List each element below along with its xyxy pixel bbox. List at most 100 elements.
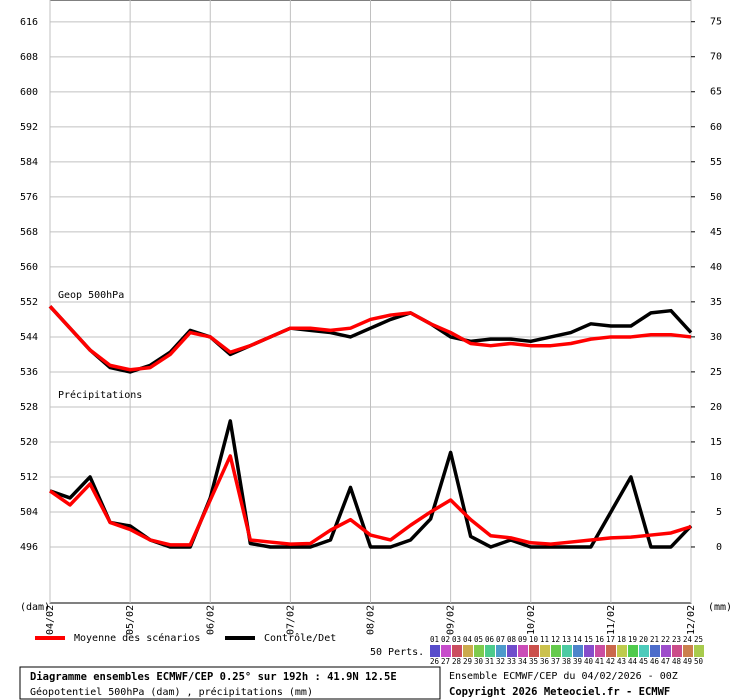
perturbation-label: 49 bbox=[683, 657, 692, 666]
perturbation-label: 23 bbox=[672, 635, 681, 644]
y2-tick-label: 25 bbox=[710, 367, 722, 378]
perturbations-label: 50 Perts. bbox=[370, 647, 424, 658]
run-label: Ensemble ECMWF/CEP du 04/02/2026 - 00Z bbox=[449, 671, 678, 682]
perturbation-label: 10 bbox=[529, 635, 539, 644]
y2-tick-label: 40 bbox=[710, 262, 722, 273]
perturbation-label: 46 bbox=[650, 657, 660, 666]
perturbation-label: 43 bbox=[617, 657, 626, 666]
y-tick-label: 592 bbox=[20, 122, 38, 133]
perturbation-label: 16 bbox=[595, 635, 605, 644]
perturbation-label: 40 bbox=[584, 657, 594, 666]
perturbation-label: 44 bbox=[628, 657, 638, 666]
y-tick-label: 616 bbox=[20, 17, 38, 28]
perturbation-label: 15 bbox=[584, 635, 593, 644]
title-box bbox=[19, 666, 441, 700]
perturbation-swatch bbox=[628, 645, 638, 657]
x-tick-label: 10/02 bbox=[526, 605, 537, 635]
y2-tick-label: 0 bbox=[716, 542, 722, 553]
perturbation-swatch bbox=[529, 645, 539, 657]
perturbation-swatch bbox=[694, 645, 704, 657]
perturbation-label: 05 bbox=[474, 635, 483, 644]
perturbation-label: 36 bbox=[540, 657, 550, 666]
x-tick-label: 04/02 bbox=[45, 605, 56, 635]
y-axis-label: (dam) bbox=[20, 602, 50, 613]
perturbation-label: 03 bbox=[452, 635, 461, 644]
x-tick-label: 07/02 bbox=[285, 605, 296, 635]
perturbation-label: 11 bbox=[540, 635, 549, 644]
y2-tick-label: 10 bbox=[710, 472, 722, 483]
perturbation-label: 04 bbox=[463, 635, 473, 644]
perturbation-label: 29 bbox=[463, 657, 472, 666]
perturbation-swatch bbox=[595, 645, 605, 657]
perturbation-label: 48 bbox=[672, 657, 682, 666]
x-tick-label: 09/02 bbox=[446, 605, 457, 635]
y-tick-label: 528 bbox=[20, 402, 38, 413]
perturbation-label: 42 bbox=[606, 657, 615, 666]
y-tick-label: 560 bbox=[20, 262, 38, 273]
y2-tick-label: 70 bbox=[710, 52, 722, 63]
y-tick-label: 584 bbox=[20, 157, 38, 168]
perturbation-swatch bbox=[540, 645, 550, 657]
geop-line bbox=[48, 305, 692, 372]
perturbation-swatch bbox=[452, 645, 462, 657]
perturbation-label: 38 bbox=[562, 657, 572, 666]
x-tick-label: 12/02 bbox=[686, 605, 697, 635]
y-tick-label: 600 bbox=[20, 87, 38, 98]
precip-line bbox=[48, 454, 692, 547]
perturbation-label: 35 bbox=[529, 657, 538, 666]
y2-tick-label: 60 bbox=[710, 122, 722, 133]
perturbation-swatch bbox=[584, 645, 594, 657]
legend-label: Contrôle/Det bbox=[264, 632, 336, 644]
perturbation-swatch bbox=[507, 645, 517, 657]
perturbation-label: 25 bbox=[694, 635, 703, 644]
perturbation-swatch bbox=[496, 645, 506, 657]
geop-line bbox=[48, 305, 693, 374]
perturbation-swatch bbox=[639, 645, 649, 657]
perturbation-swatch bbox=[672, 645, 682, 657]
perturbation-label: 14 bbox=[573, 635, 583, 644]
subtitle: Géopotentiel 500hPa (dam) , précipitatio… bbox=[30, 686, 313, 698]
perturbation-label: 37 bbox=[551, 657, 560, 666]
y-tick-label: 496 bbox=[20, 542, 38, 553]
y-tick-label: 504 bbox=[20, 507, 38, 518]
perturbation-label: 27 bbox=[441, 657, 450, 666]
y2-tick-label: 20 bbox=[710, 402, 722, 413]
perturbation-label: 26 bbox=[430, 657, 440, 666]
title: Diagramme ensembles ECMWF/CEP 0.25° sur … bbox=[30, 671, 397, 683]
perturbation-swatch bbox=[485, 645, 495, 657]
y2-tick-label: 50 bbox=[710, 192, 722, 203]
perturbation-swatch bbox=[617, 645, 627, 657]
perturbation-swatch bbox=[562, 645, 572, 657]
perturbation-label: 08 bbox=[507, 635, 517, 644]
perturbation-label: 19 bbox=[628, 635, 637, 644]
copyright: Copyright 2026 Meteociel.fr - ECMWF bbox=[449, 686, 670, 698]
x-tick-label: 08/02 bbox=[366, 605, 377, 635]
perturbation-label: 21 bbox=[650, 635, 659, 644]
perturbation-label: 07 bbox=[496, 635, 505, 644]
perturbation-label: 45 bbox=[639, 657, 648, 666]
perturbation-label: 18 bbox=[617, 635, 627, 644]
perturbation-label: 13 bbox=[562, 635, 571, 644]
y-tick-label: 512 bbox=[20, 472, 38, 483]
y2-tick-label: 5 bbox=[716, 507, 722, 518]
perturbation-label: 32 bbox=[496, 657, 505, 666]
perturbation-label: 31 bbox=[485, 657, 494, 666]
y2-tick-label: 30 bbox=[710, 332, 722, 343]
y2-tick-label: 35 bbox=[710, 297, 722, 308]
perturbation-swatch bbox=[661, 645, 671, 657]
x-tick-label: 05/02 bbox=[125, 605, 136, 635]
perturbation-label: 33 bbox=[507, 657, 516, 666]
y-tick-label: 544 bbox=[20, 332, 38, 343]
annotation: Geop 500hPa bbox=[58, 290, 124, 301]
perturbation-label: 20 bbox=[639, 635, 649, 644]
y-tick-label: 536 bbox=[20, 367, 38, 378]
perturbation-swatch bbox=[474, 645, 484, 657]
legend-label: Moyenne des scénarios bbox=[74, 632, 200, 644]
perturbation-swatch bbox=[650, 645, 660, 657]
perturbation-label: 39 bbox=[573, 657, 582, 666]
perturbation-label: 41 bbox=[595, 657, 604, 666]
perturbation-swatch bbox=[430, 645, 440, 657]
perturbation-swatch bbox=[683, 645, 693, 657]
perturbation-label: 01 bbox=[430, 635, 439, 644]
perturbation-label: 02 bbox=[441, 635, 450, 644]
